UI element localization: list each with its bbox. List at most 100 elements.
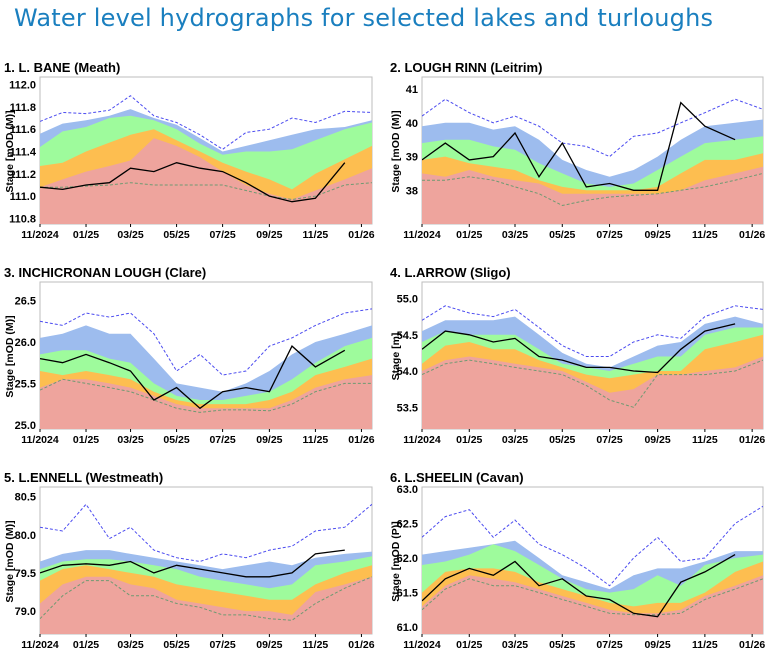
y-tick-label: 39	[406, 152, 418, 164]
x-tick-label: 03/25	[502, 229, 528, 241]
plot-marks	[40, 308, 372, 429]
y-tick-label: 54.5	[397, 330, 418, 342]
y-tick-label: 26.0	[15, 337, 36, 349]
y-tick-label: 41	[406, 84, 418, 96]
band-red-area	[422, 356, 763, 429]
band-red-area	[40, 138, 372, 224]
chart-title: 3. INCHICRONAN LOUGH (Clare)	[4, 265, 206, 280]
plot-marks	[40, 95, 372, 224]
x-tick-label: 03/25	[117, 434, 143, 446]
max-level-line	[422, 305, 763, 357]
y-tick-label: 63.0	[397, 484, 418, 496]
y-tick-label: 26.5	[15, 296, 36, 308]
y-tick-label: 110.8	[9, 213, 36, 225]
y-tick-label: 62.5	[397, 519, 418, 531]
x-tick-label: 01/26	[739, 229, 765, 241]
observed-level-line	[422, 323, 736, 374]
y-tick-label: 111.2	[10, 169, 36, 181]
hydrograph-panel-6: 6. L.SHEELIN (Cavan) 61.0 61.5 62.0 62.5 63.0…	[386, 465, 772, 665]
y-axis-label: Stage [mOD (M)]	[4, 315, 16, 397]
hydrograph-panel-4: 4. L.ARROW (Sligo) 53.5 54.0 54.5 55.0 11/202…	[386, 260, 772, 460]
y-tick-label: 80.5	[15, 492, 36, 504]
x-tick-label: 01/25	[456, 229, 482, 241]
x-tick-label: 07/25	[209, 434, 235, 446]
x-tick-label: 03/25	[117, 229, 143, 241]
band-red-area	[422, 575, 763, 634]
y-tick-label: 111.4	[10, 147, 37, 159]
y-axis-label: Stage [mOD (M)]	[4, 520, 16, 602]
x-tick-label: 11/2024	[403, 229, 441, 241]
max-level-line	[40, 503, 372, 563]
x-tick-label: 01/26	[739, 434, 765, 446]
min-level-line	[422, 172, 763, 207]
x-tick-label: 03/25	[117, 639, 143, 651]
x-tick-label: 01/25	[73, 229, 99, 241]
x-tick-label: 11/25	[692, 639, 718, 651]
observed-level-line	[40, 549, 345, 578]
x-tick-label: 11/25	[303, 229, 329, 241]
hydrograph-chart: 6. L.SHEELIN (Cavan) 61.0 61.5 62.0 62.5 63.0…	[390, 470, 765, 651]
x-tick-label: 09/25	[644, 434, 670, 446]
x-tick-label: 11/2024	[403, 639, 441, 651]
x-tick-label: 03/25	[502, 639, 528, 651]
x-tick-label: 01/26	[348, 229, 374, 241]
x-tick-label: 07/25	[596, 229, 622, 241]
x-tick-label: 07/25	[209, 639, 235, 651]
y-tick-label: 111.6	[10, 124, 36, 136]
band-red-area	[422, 166, 763, 224]
hydrograph-panel-2: 2. LOUGH RINN (Leitrim) 38 39 40 41 11/2024 01…	[386, 55, 772, 255]
y-tick-label: 38	[406, 185, 418, 197]
x-tick-label: 11/25	[303, 434, 329, 446]
plot-marks	[40, 503, 372, 634]
x-tick-label: 09/25	[644, 229, 670, 241]
band-red-area	[40, 375, 372, 429]
x-tick-label: 01/26	[348, 434, 374, 446]
x-tick-label: 05/25	[163, 639, 189, 651]
y-axis-label: Stage [mOD (P)]	[390, 521, 402, 602]
x-tick-label: 11/2024	[21, 434, 59, 446]
x-tick-label: 01/25	[456, 639, 482, 651]
hydrograph-chart: 2. LOUGH RINN (Leitrim) 38 39 40 41 11/2024 01…	[390, 60, 765, 241]
x-tick-label: 09/25	[256, 229, 282, 241]
x-tick-label: 03/25	[502, 434, 528, 446]
hydrograph-chart: 1. L. BANE (Meath) 110.8 111.0 111.2 111.4 11…	[4, 60, 375, 241]
x-tick-label: 05/25	[549, 434, 575, 446]
hydrograph-chart: 4. L.ARROW (Sligo) 53.5 54.0 54.5 55.0 11/202…	[390, 265, 765, 446]
max-level-line	[422, 98, 763, 158]
x-tick-label: 05/25	[163, 229, 189, 241]
hydrograph-panel-5: 5. L.ENNELL (Westmeath) 79.0 79.5 80.0 80.5 1…	[0, 465, 386, 665]
y-tick-label: 61.5	[397, 588, 418, 600]
y-tick-label: 112.0	[9, 80, 36, 92]
x-tick-label: 01/25	[73, 639, 99, 651]
min-level-line	[40, 378, 372, 413]
x-tick-label: 01/26	[348, 639, 374, 651]
x-tick-label: 11/2024	[21, 639, 59, 651]
hydrograph-panel-1: 1. L. BANE (Meath) 110.8 111.0 111.2 111.4 11…	[0, 55, 386, 255]
x-tick-label: 01/26	[739, 639, 765, 651]
hydrograph-chart: 5. L.ENNELL (Westmeath) 79.0 79.5 80.0 80.5 1…	[4, 470, 375, 651]
x-tick-label: 09/25	[644, 639, 670, 651]
x-tick-label: 11/2024	[403, 434, 441, 446]
chart-title: 1. L. BANE (Meath)	[4, 60, 120, 75]
y-axis-label: Stage [mOD (M)]	[4, 110, 16, 192]
x-tick-label: 01/25	[73, 434, 99, 446]
x-tick-label: 11/25	[692, 229, 718, 241]
x-tick-label: 11/25	[692, 434, 718, 446]
observed-level-line	[422, 101, 736, 191]
x-tick-label: 11/2024	[21, 229, 59, 241]
y-tick-label: 79.0	[15, 606, 36, 618]
chart-title: 4. L.ARROW (Sligo)	[390, 265, 511, 280]
min-level-line	[422, 578, 763, 616]
y-tick-label: 25.5	[15, 378, 36, 390]
chart-title: 2. LOUGH RINN (Leitrim)	[390, 60, 542, 75]
y-axis-label: Stage [mOD (M)]	[390, 110, 402, 192]
y-tick-label: 62.0	[397, 553, 418, 565]
chart-title: 6. L.SHEELIN (Cavan)	[390, 470, 524, 485]
x-tick-label: 11/25	[303, 639, 329, 651]
y-tick-label: 111.0	[10, 191, 36, 203]
y-tick-label: 53.5	[397, 402, 418, 414]
x-tick-label: 05/25	[163, 434, 189, 446]
max-level-line	[40, 95, 372, 150]
x-tick-label: 09/25	[256, 434, 282, 446]
y-tick-label: 55.0	[397, 294, 418, 306]
